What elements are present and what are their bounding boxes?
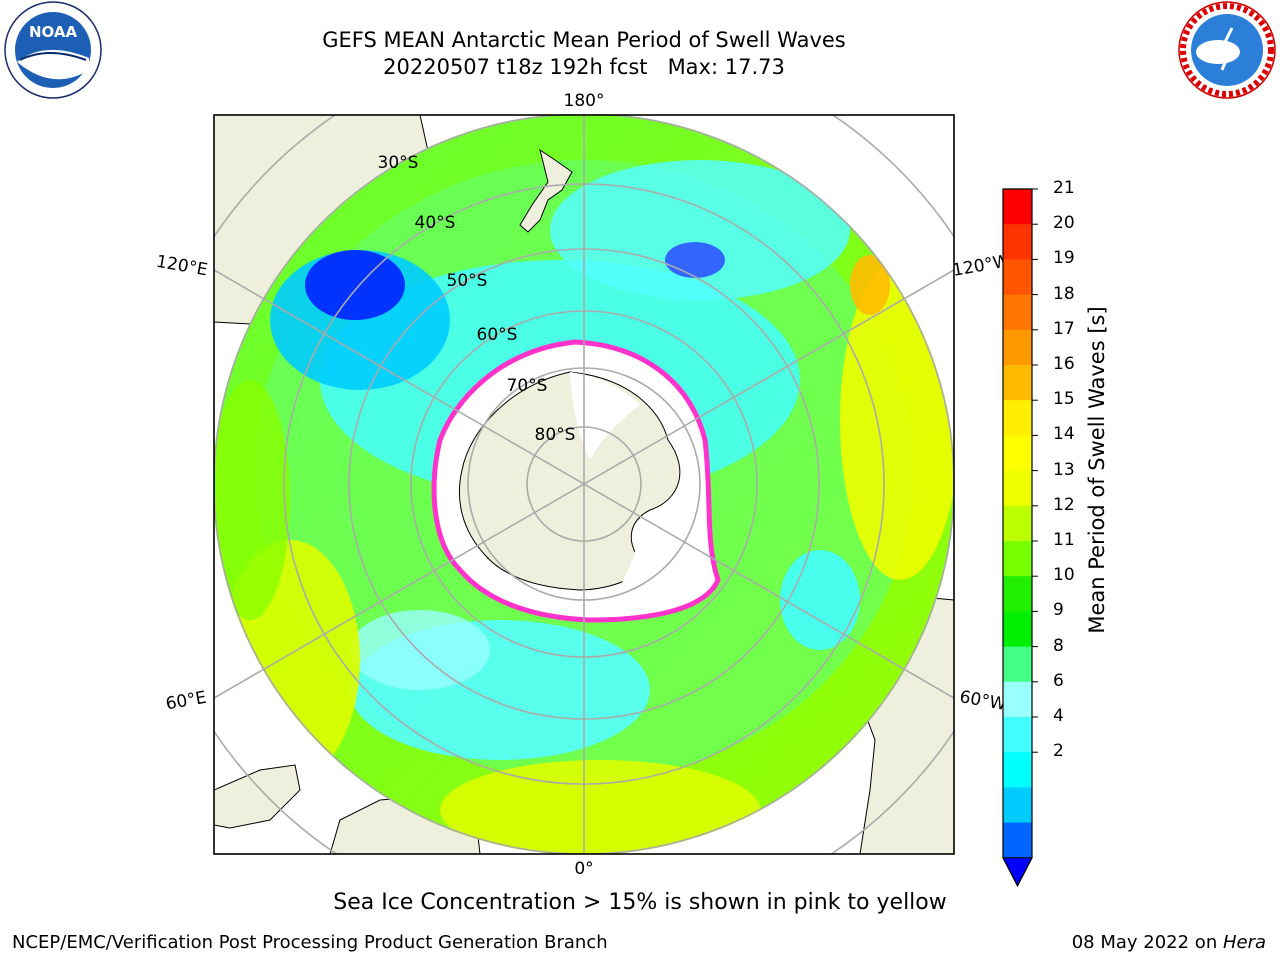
colorbar-segment (1003, 435, 1032, 472)
chart-title: GEFS MEAN Antarctic Mean Period of Swell… (322, 28, 846, 52)
colorbar-tick-label: 16 (1053, 354, 1075, 374)
colorbar-outline (1002, 188, 1033, 888)
colorbar-tick-label: 11 (1053, 530, 1075, 550)
colorbar-segment (1003, 822, 1032, 859)
lon-label-60w: 60°W (958, 687, 1008, 715)
colorbar-segment (1003, 470, 1032, 507)
colorbar-tick-label: 18 (1053, 283, 1075, 304)
colorbar-tick-label: 2 (1053, 741, 1064, 762)
antarctica-land (458, 371, 681, 591)
madagascar-land (214, 764, 301, 829)
lat-label-70s: 70°S (507, 376, 548, 396)
sea-ice-note: Sea Ice Concentration > 15% is shown in … (333, 890, 947, 915)
colorbar-tick-label: 15 (1053, 389, 1075, 410)
colorbar-tick-label: 19 (1053, 248, 1075, 269)
colorbar-tick-label: 14 (1053, 424, 1075, 445)
lon-label-0: 0° (574, 859, 593, 879)
colorbar-segment (1003, 259, 1032, 296)
colorbar-segment (1003, 787, 1032, 824)
lat-label-40s: 40°S (415, 213, 456, 233)
credit-text: NCEP/EMC/Verification Post Processing Pr… (12, 932, 608, 953)
colorbar-segment (1003, 752, 1032, 788)
map-border (213, 114, 955, 855)
colorbar-segment (1003, 541, 1032, 577)
colorbar-title: Mean Period of Swell Waves [s] (1085, 306, 1109, 634)
map-frame (214, 115, 954, 854)
colorbar-segment (1003, 400, 1032, 436)
graticule (214, 115, 954, 854)
colorbar-tick-label: 6 (1053, 670, 1064, 691)
chart-subtitle: 20220507 t18z 192h fcst Max: 17.73 (383, 55, 785, 79)
machine-name: Hera (1222, 932, 1266, 953)
colorbar-tick-label: 4 (1053, 706, 1064, 726)
new-zealand-land (519, 148, 573, 233)
colorbar-segment (1003, 189, 1032, 225)
colorbar-segment (1003, 329, 1032, 366)
colorbar-tick-label: 10 (1053, 565, 1075, 586)
colorbar-segment (1003, 224, 1032, 260)
colorbar-tick-label: 13 (1053, 459, 1075, 480)
antarctic-ice-shelf (570, 372, 640, 460)
date-stamp: 08 May 2022 on Hera (1072, 932, 1266, 953)
noaa-logo-text: NOAA (29, 23, 78, 41)
colorbar-tick-label: 12 (1053, 494, 1075, 515)
lon-label-60e: 60°E (164, 688, 208, 715)
colorbar-tick-label: 21 (1053, 178, 1075, 198)
date-text: 08 May 2022 on (1071, 932, 1223, 953)
colorbar-tick-label: 9 (1053, 600, 1064, 621)
colorbar (1002, 188, 1038, 888)
colorbar-extend-arrow (1002, 857, 1033, 887)
colorbar-segment (1003, 294, 1032, 331)
colorbar-tick-label: 8 (1053, 635, 1064, 656)
colorbar-tick-label: 17 (1053, 318, 1075, 339)
colorbar-segment (1003, 717, 1032, 753)
colorbar-segment (1003, 365, 1032, 401)
lat-label-50s: 50°S (447, 271, 488, 291)
lat-label-30s: 30°S (378, 153, 419, 173)
lat-label-60s: 60°S (477, 325, 518, 345)
colorbar-tick-label: 20 (1053, 213, 1075, 234)
colorbar-segment (1003, 681, 1032, 718)
lon-label-180: 180° (564, 91, 605, 111)
colorbar-segment (1003, 505, 1032, 542)
lon-label-120e: 120°E (155, 252, 209, 281)
noaa-logo: NOAA (4, 1, 102, 99)
colorbar-segment (1003, 576, 1032, 612)
nws-logo (1178, 1, 1276, 99)
colorbar-segment (1003, 646, 1032, 683)
colorbar-segment (1003, 611, 1032, 648)
lat-label-80s: 80°S (535, 425, 576, 445)
